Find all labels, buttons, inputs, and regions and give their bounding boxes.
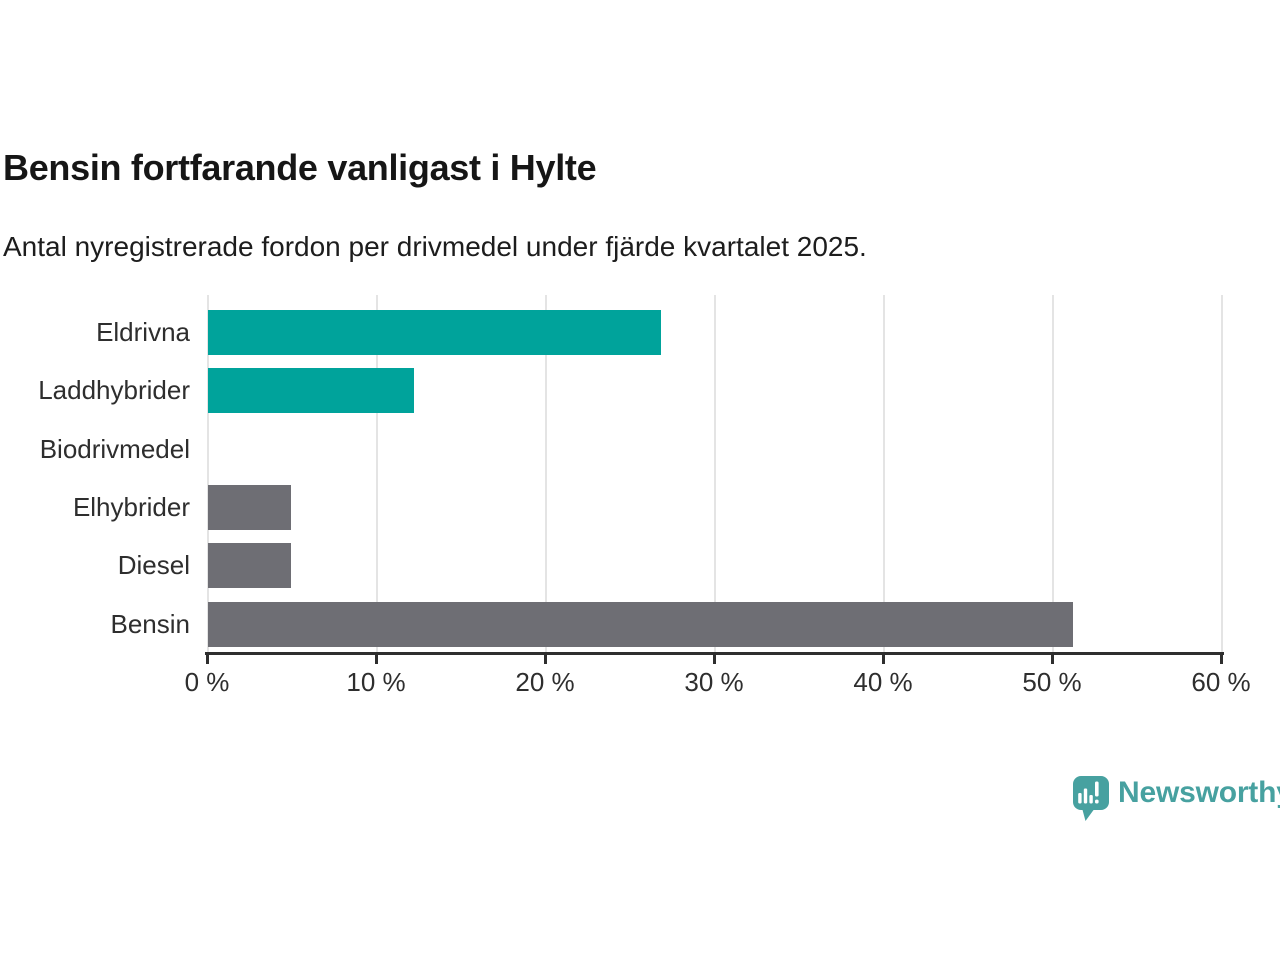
bar-diesel: [208, 543, 291, 588]
x-tick-label-50: 50 %: [1022, 667, 1082, 697]
gridline-30: [714, 295, 716, 652]
x-tick-mark-40: [882, 655, 885, 664]
category-label-eldrivna: Eldrivna: [96, 317, 190, 347]
category-label-laddhybrider: Laddhybrider: [38, 375, 190, 405]
x-tick-label-20: 20 %: [515, 667, 575, 697]
bar-eldrivna: [208, 310, 661, 355]
bar-laddhybrider: [208, 368, 414, 413]
bar-elhybrider: [208, 485, 291, 530]
gridline-0: [207, 295, 209, 652]
gridline-10: [376, 295, 378, 652]
bar-bensin: [208, 602, 1073, 647]
x-tick-mark-10: [375, 655, 378, 664]
category-label-diesel: Diesel: [117, 550, 190, 580]
x-axis-line: [205, 652, 1224, 655]
gridline-20: [545, 295, 547, 652]
category-label-biodrivmedel: Biodrivmedel: [39, 434, 190, 464]
chart-title: Bensin fortfarande vanligast i Hylte: [3, 147, 597, 188]
x-tick-mark-0: [206, 655, 209, 664]
gridline-40: [883, 295, 885, 652]
x-tick-mark-20: [544, 655, 547, 664]
x-tick-mark-60: [1220, 655, 1223, 664]
newsworthy-logo-icon: [1073, 776, 1109, 821]
brand: Newsworthy: [1072, 775, 1280, 825]
x-tick-label-0: 0 %: [184, 667, 230, 697]
chart-subtitle: Antal nyregistrerade fordon per drivmede…: [3, 231, 867, 262]
category-label-elhybrider: Elhybrider: [72, 492, 190, 522]
gridline-50: [1052, 295, 1054, 652]
category-label-bensin: Bensin: [110, 609, 191, 639]
brand-name: Newsworthy: [1118, 776, 1280, 809]
x-tick-label-60: 60 %: [1191, 667, 1251, 697]
plot-area: [207, 295, 1223, 652]
x-tick-label-10: 10 %: [346, 667, 406, 697]
x-tick-label-40: 40 %: [853, 667, 913, 697]
gridline-60: [1221, 295, 1223, 652]
x-tick-label-30: 30 %: [684, 667, 744, 697]
x-tick-mark-50: [1051, 655, 1054, 664]
x-tick-mark-30: [713, 655, 716, 664]
